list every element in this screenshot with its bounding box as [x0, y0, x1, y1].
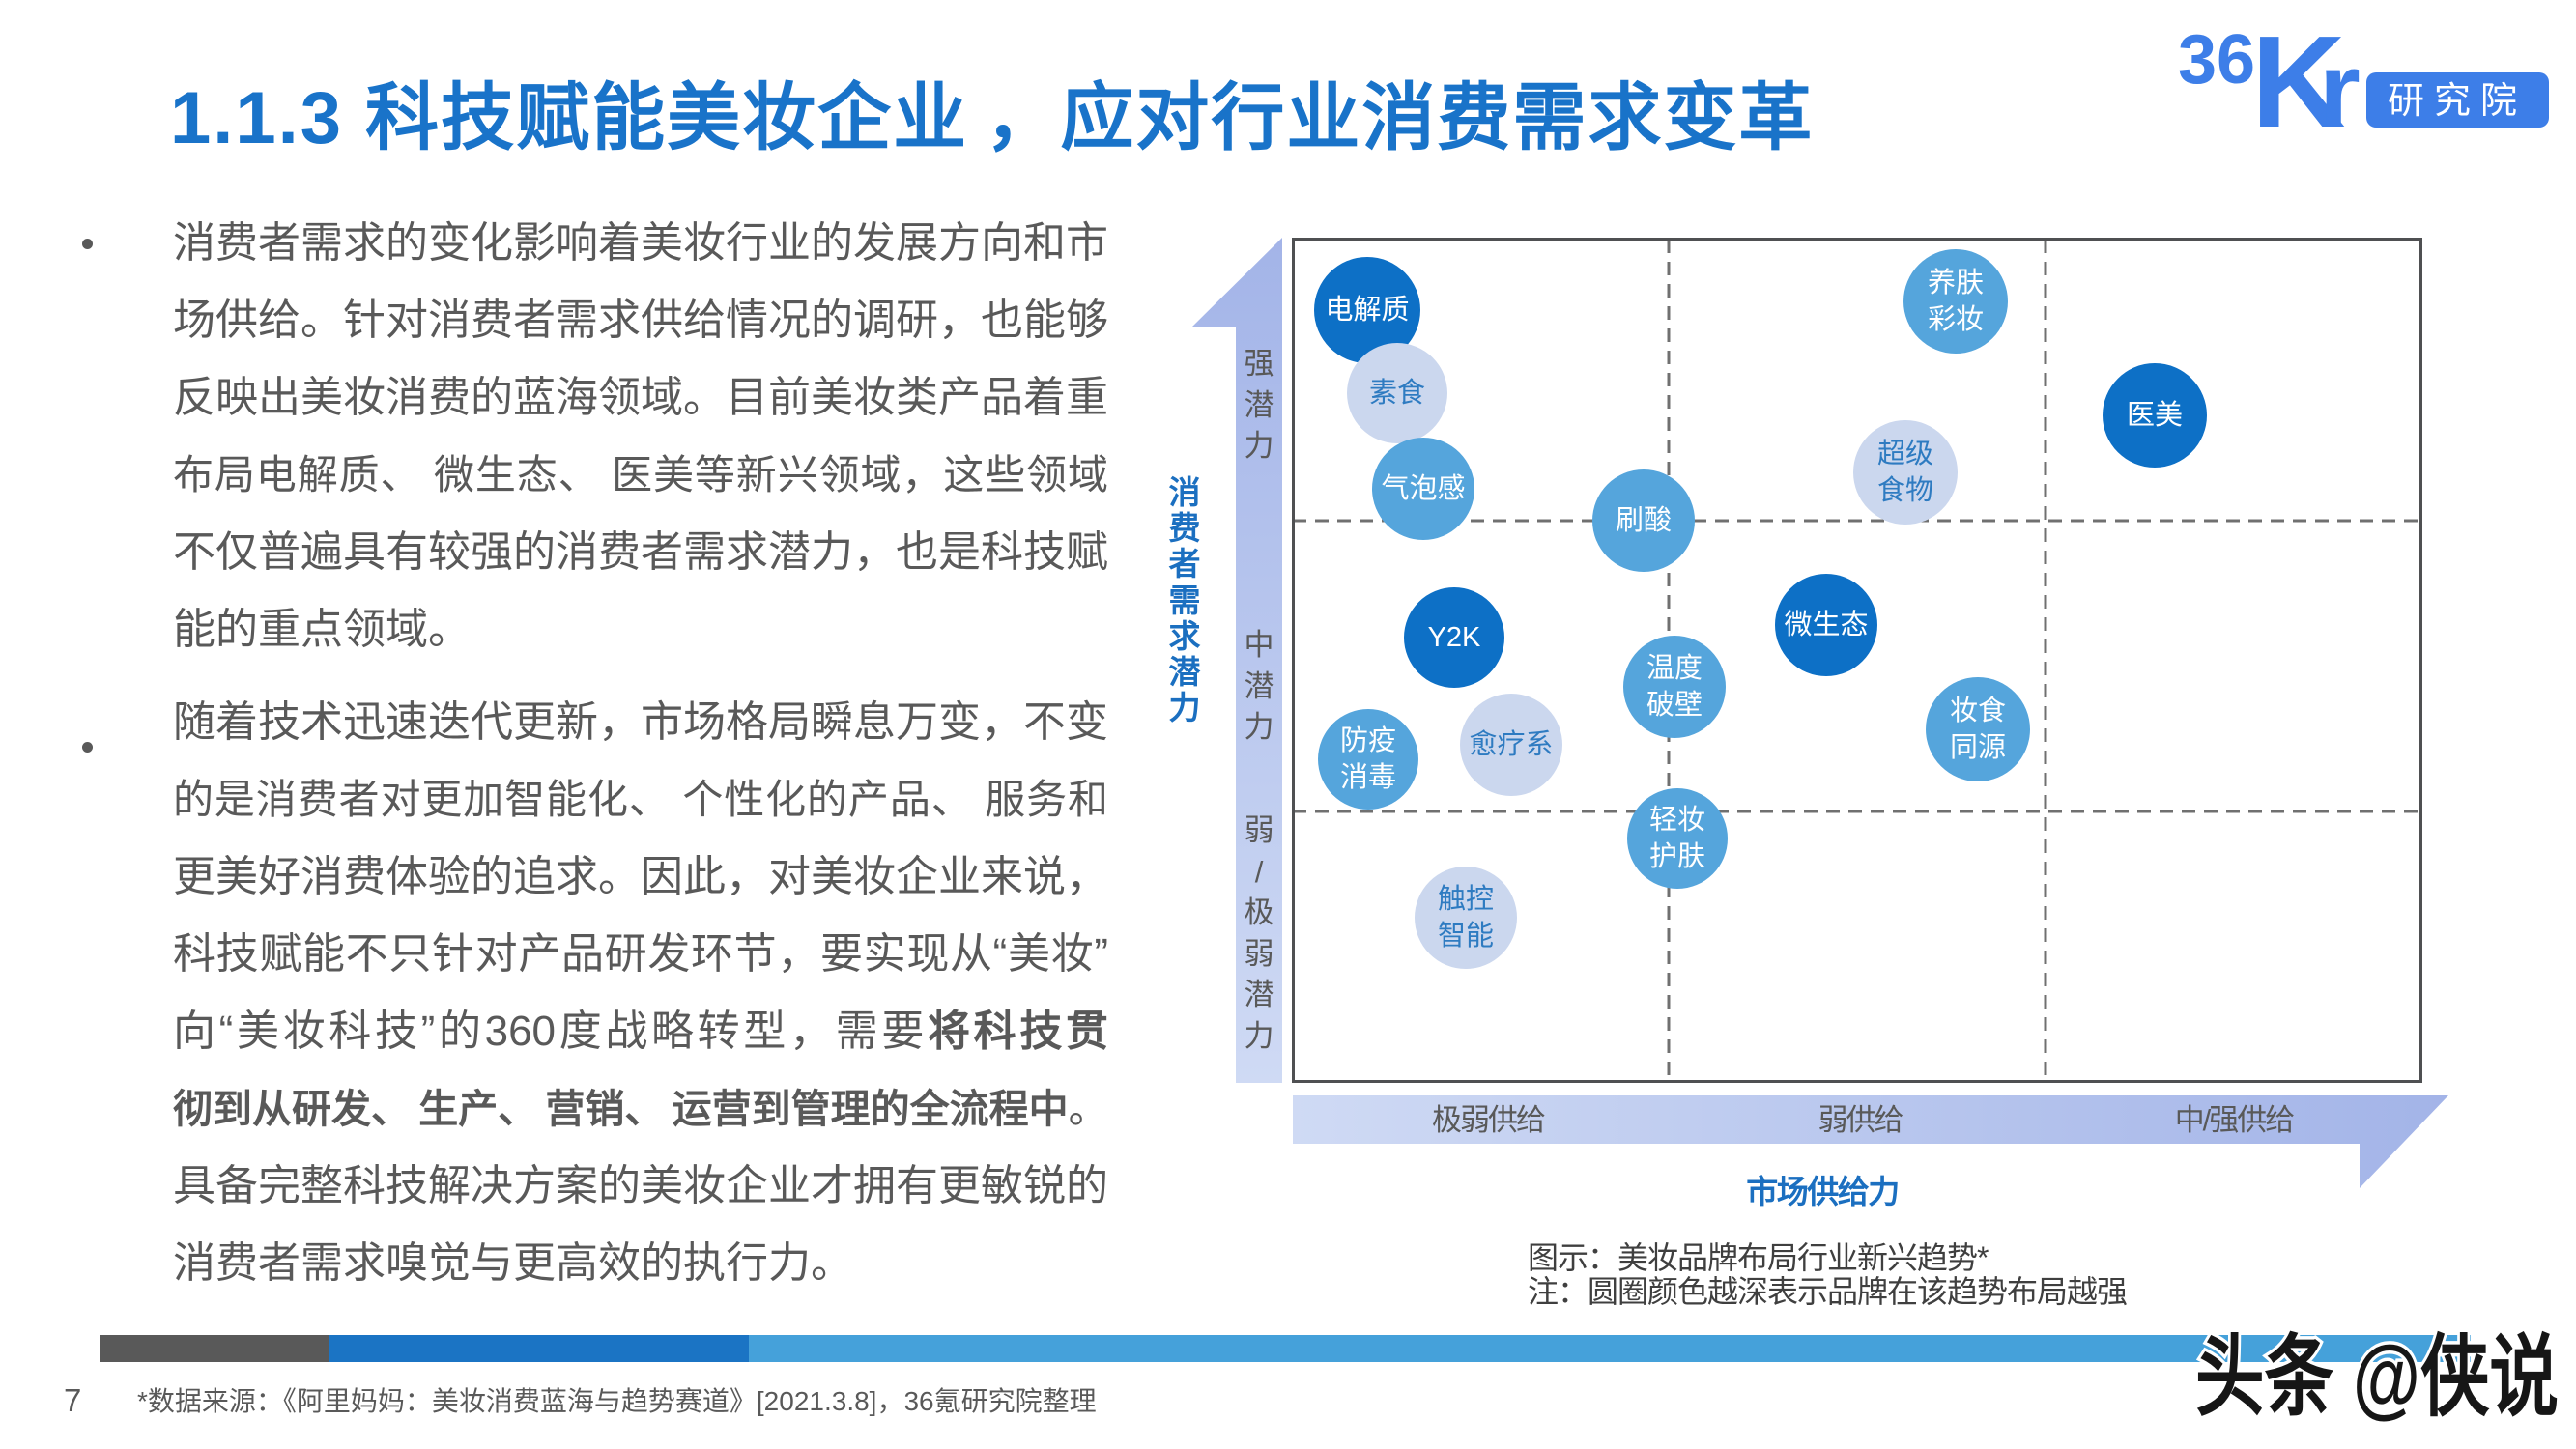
svg-text:K: K: [2251, 9, 2346, 145]
svg-text:r: r: [2319, 31, 2361, 145]
svg-text:36: 36: [2178, 21, 2255, 99]
svg-text:研究院: 研究院: [2388, 81, 2527, 122]
svg-text:头条 @侠说: 头条 @侠说: [2195, 1328, 2559, 1427]
